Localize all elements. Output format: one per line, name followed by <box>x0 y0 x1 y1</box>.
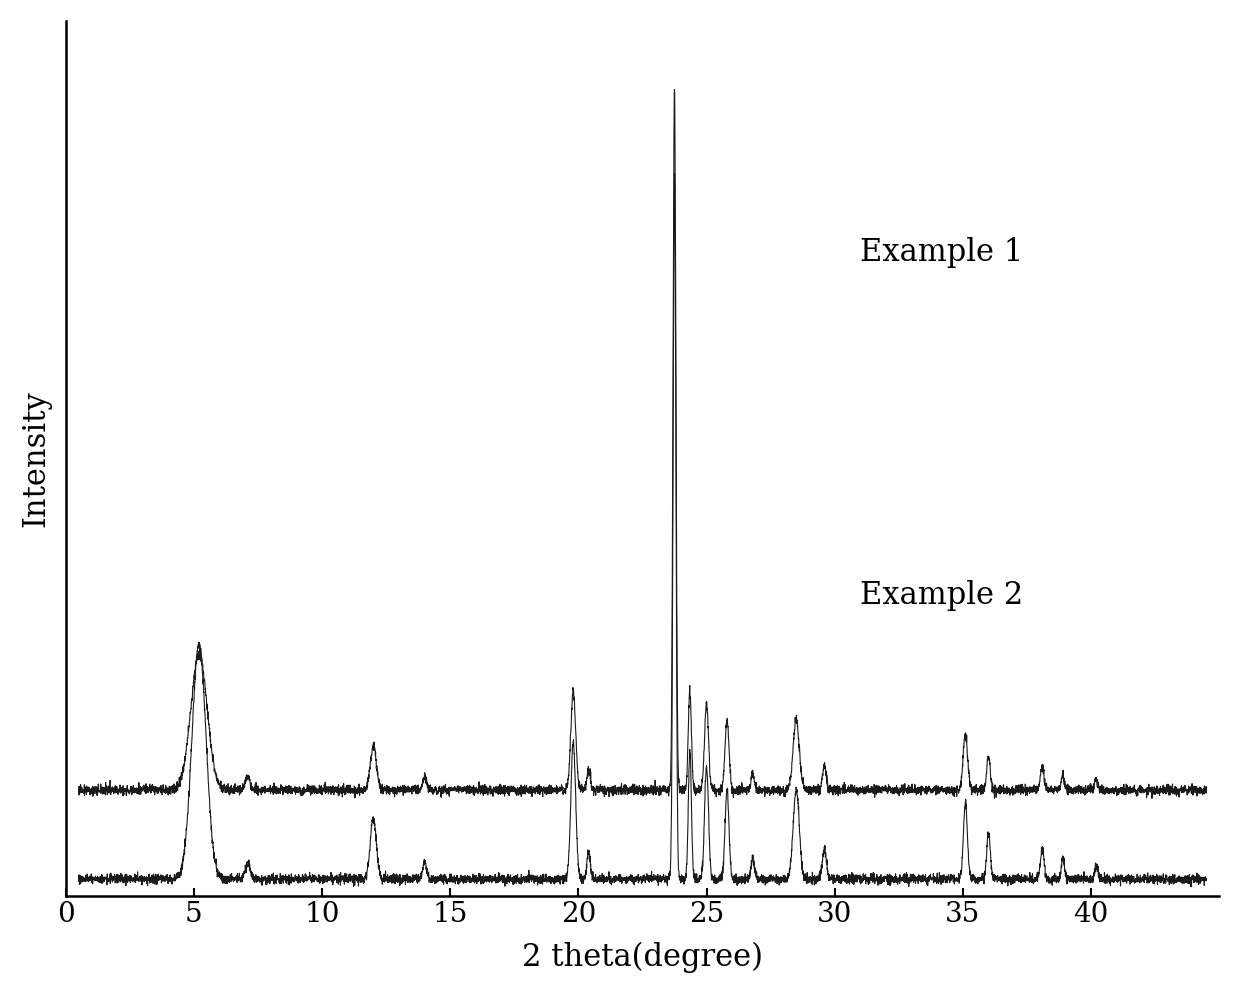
Text: Example 2: Example 2 <box>861 580 1023 611</box>
Text: Example 1: Example 1 <box>861 237 1023 268</box>
X-axis label: 2 theta(degree): 2 theta(degree) <box>522 942 763 973</box>
Y-axis label: Intensity: Intensity <box>21 390 52 527</box>
